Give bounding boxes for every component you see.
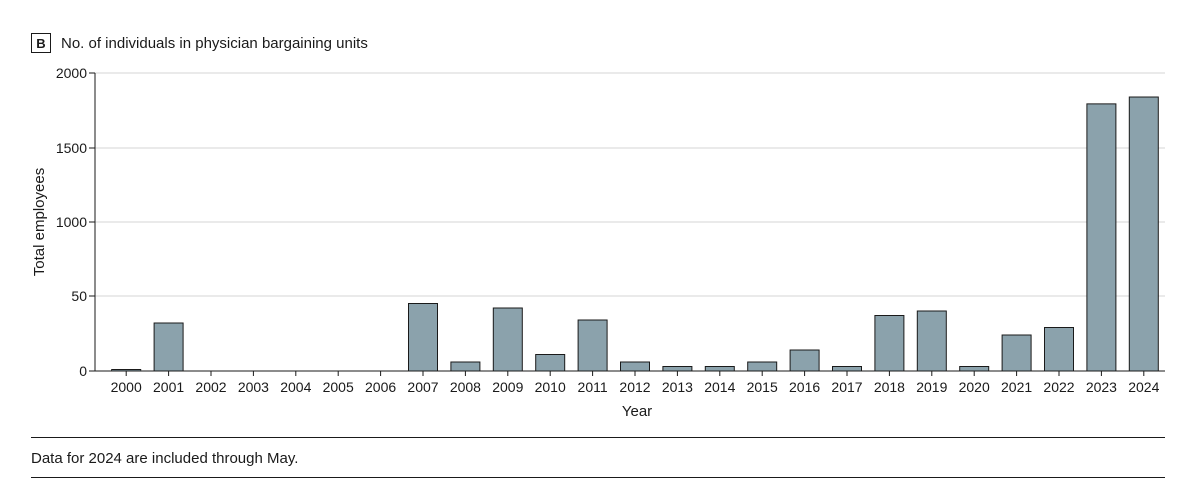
x-tick-label: 2019 — [916, 379, 947, 395]
bar-2007 — [408, 303, 438, 372]
x-tick-label: 2011 — [578, 379, 608, 395]
x-tick-label: 2013 — [662, 379, 693, 395]
axes: 0 50 1000 1500 2000 2000 2001 2002 2003 2004 2005 2… — [56, 65, 1165, 395]
x-axis-label: Year — [622, 403, 652, 420]
bar-2001 — [153, 322, 184, 372]
x-tick-label: 2014 — [704, 379, 735, 395]
y-tick-label: 1500 — [56, 140, 87, 156]
grid-lines — [95, 72, 1165, 297]
bar-2023 — [1086, 103, 1117, 372]
x-tick-label: 2020 — [959, 379, 990, 395]
x-tick-label: 2008 — [450, 379, 481, 395]
bottom-divider — [31, 477, 1165, 478]
x-tick-label: 2006 — [365, 379, 396, 395]
x-tick-label: 2015 — [747, 379, 778, 395]
x-tick-label: 2002 — [195, 379, 226, 395]
x-tick-label: 2009 — [492, 379, 523, 395]
x-tick-label: 2018 — [874, 379, 905, 395]
bar-2010 — [535, 354, 566, 372]
x-tick-label: 2000 — [111, 379, 142, 395]
bars — [111, 96, 1159, 372]
bar-2018 — [874, 315, 905, 372]
bar-2022 — [1044, 327, 1074, 372]
x-tick-label: 2021 — [1001, 379, 1032, 395]
x-tick-label: 2004 — [280, 379, 311, 395]
x-tick-label: 2017 — [831, 379, 862, 395]
x-tick-label: 2010 — [535, 379, 566, 395]
y-tick-label: 50 — [71, 288, 87, 304]
bar-2017 — [832, 366, 862, 372]
footnote: Data for 2024 are included through May. — [31, 450, 299, 467]
bar-2024 — [1128, 96, 1159, 372]
bar-2021 — [1001, 334, 1032, 372]
x-tick-label: 2005 — [323, 379, 354, 395]
axis-labels: Year Total employees — [31, 168, 652, 420]
x-tick-label: 2022 — [1043, 379, 1074, 395]
panel-badge: B — [31, 33, 51, 53]
bar-2020 — [959, 366, 990, 372]
top-divider — [31, 437, 1165, 438]
x-tick-label: 2024 — [1128, 379, 1159, 395]
x-tick-label: 2001 — [153, 379, 184, 395]
bar-2008 — [450, 361, 481, 372]
bar-chart: 0 50 1000 1500 2000 2000 2001 2002 2003 2004 2005 2… — [31, 65, 1165, 420]
x-tick-label: 2003 — [238, 379, 269, 395]
bar-2019 — [916, 310, 947, 372]
x-tick-label: 2016 — [789, 379, 820, 395]
y-tick-label: 2000 — [56, 65, 87, 81]
x-tick-label: 2023 — [1086, 379, 1117, 395]
y-tick-label: 1000 — [56, 214, 87, 230]
bar-2011 — [577, 319, 608, 372]
chart-title: No. of individuals in physician bargaini… — [61, 35, 368, 52]
bar-2009 — [492, 307, 523, 372]
y-tick-label: 0 — [79, 363, 87, 379]
bar-2014 — [704, 366, 735, 372]
y-axis-label: Total employees — [31, 168, 48, 276]
bar-2016 — [789, 349, 820, 372]
x-tick-label: 2012 — [619, 379, 650, 395]
x-tick-label: 2007 — [407, 379, 438, 395]
bar-2013 — [662, 366, 693, 372]
bar-2012 — [620, 361, 650, 372]
bar-2015 — [747, 361, 778, 372]
